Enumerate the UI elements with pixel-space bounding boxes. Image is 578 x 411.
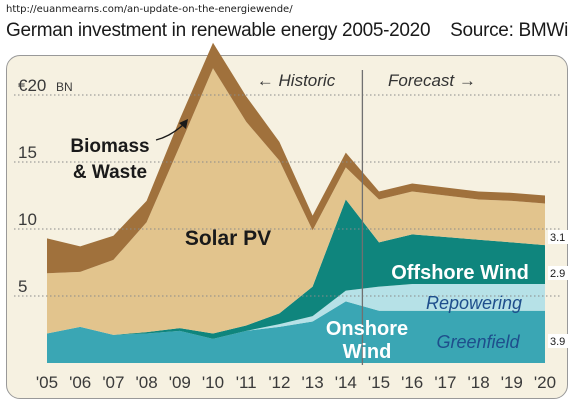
end-value-label: 3.9 xyxy=(550,336,565,348)
end-label-bg xyxy=(548,230,568,244)
area-layers xyxy=(47,42,545,363)
area-solar-pv xyxy=(47,68,545,335)
label-repowering: Repowering xyxy=(426,293,522,313)
label-offshore-wind: Offshore Wind xyxy=(391,262,529,284)
x-tick-label: '05 xyxy=(36,373,58,392)
x-tick-label: '16 xyxy=(401,373,423,392)
chart-source: Source: BMWi xyxy=(450,20,568,41)
label-onshore: Onshore xyxy=(326,318,408,340)
gridlines xyxy=(14,70,562,365)
end-value-label: 2.9 xyxy=(550,268,565,280)
label-forecast: Forecast → xyxy=(388,71,476,90)
y-tick-label: 5 xyxy=(18,277,27,296)
x-tick-label: '07 xyxy=(102,373,124,392)
area-greenfield xyxy=(47,301,545,363)
area-offshore-wind xyxy=(47,199,545,339)
x-tick-label: '13 xyxy=(302,373,324,392)
chart-title: German investment in renewable energy 20… xyxy=(6,20,431,41)
end-label-bg xyxy=(548,334,568,348)
end-label-bg xyxy=(548,266,568,280)
label-historic: ← Historic xyxy=(257,71,336,90)
x-tick-label: '10 xyxy=(202,373,224,392)
end-value-label: 3.1 xyxy=(550,232,565,244)
x-tick-label: '18 xyxy=(468,373,490,392)
source-url: http://euanmearns.com/an-update-on-the-e… xyxy=(6,4,293,15)
x-tick-label: '17 xyxy=(434,373,456,392)
x-tick-label: '19 xyxy=(501,373,523,392)
y-tick-label: 15 xyxy=(18,143,37,162)
x-tick-label: '20 xyxy=(534,373,556,392)
label-solar-pv: Solar PV xyxy=(185,227,271,250)
tick-labels: 5 10 15 €20 BN '05 '06 '07 '08 '09 '10 '11 '12 '13 '14… xyxy=(18,76,556,392)
label-biomass-waste: & Waste xyxy=(73,162,147,183)
area-repowering xyxy=(47,283,545,339)
x-tick-label: '06 xyxy=(69,373,91,392)
y-tick-label: 10 xyxy=(18,210,37,229)
x-tick-label: '11 xyxy=(236,373,257,392)
x-tick-label: '15 xyxy=(368,373,390,392)
label-biomass: Biomass xyxy=(70,136,149,157)
y-unit-label: BN xyxy=(56,80,73,94)
x-tick-label: '14 xyxy=(335,373,357,392)
y-tick-label: €20 xyxy=(18,76,46,95)
annotations: ← Historic Forecast → Biomass & Waste Solar … xyxy=(70,71,568,363)
area-biomass-waste xyxy=(47,42,545,274)
x-tick-label: '12 xyxy=(268,373,290,392)
label-onshore-wind: Wind xyxy=(343,341,392,363)
x-tick-label: '08 xyxy=(136,373,158,392)
label-greenfield: Greenfield xyxy=(436,332,520,352)
biomass-arrowhead xyxy=(179,119,188,129)
x-tick-label: '09 xyxy=(169,373,191,392)
